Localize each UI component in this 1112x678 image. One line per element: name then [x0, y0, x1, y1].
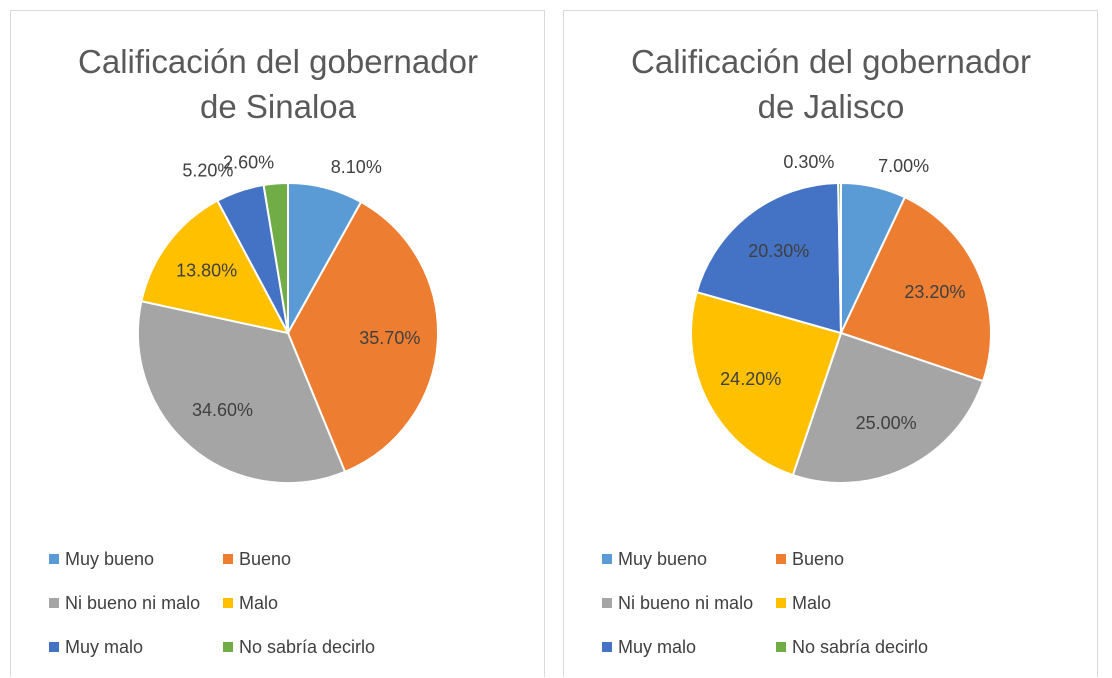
legend-label: No sabría decirlo: [792, 637, 928, 657]
chart-panel: Calificación del gobernador de Sinaloa 8…: [10, 10, 545, 677]
legend-swatch: [602, 598, 612, 608]
chart-title: Calificación del gobernador de Jalisco: [631, 43, 1031, 125]
legend-label: Bueno: [239, 549, 291, 569]
legend-swatch: [776, 554, 786, 564]
legend-swatch: [602, 642, 612, 652]
pie-slice: [837, 181, 842, 334]
legend-label: No sabría decirlo: [239, 637, 375, 657]
data-label: 13.80%: [176, 260, 237, 280]
data-label: 0.30%: [783, 152, 834, 172]
legend-label: Muy malo: [618, 637, 696, 657]
legend-swatch: [49, 642, 59, 652]
legend-swatch: [776, 598, 786, 608]
pie-slice: [262, 181, 289, 334]
legend-swatch: [223, 642, 233, 652]
data-label: 34.60%: [192, 400, 253, 420]
legend-label: Ni bueno ni malo: [65, 593, 200, 613]
chart: 7.00% 23.20% 25.00% 24.20% 20.30% 0.30% Muy bu…: [602, 152, 992, 657]
legend-swatch: [49, 554, 59, 564]
data-label: 24.20%: [720, 369, 781, 389]
legend-label: Malo: [792, 593, 831, 613]
chart-panel: Calificación del gobernador de Jalisco 7…: [563, 10, 1098, 677]
data-label: 2.60%: [223, 152, 274, 172]
data-label: 8.10%: [331, 157, 382, 177]
legend-swatch: [776, 642, 786, 652]
pie-slice: [695, 182, 843, 335]
legend-label: Malo: [239, 593, 278, 613]
pie-slice: [690, 290, 843, 477]
legend-swatch: [223, 554, 233, 564]
data-label: 7.00%: [878, 156, 929, 176]
data-label: 23.20%: [904, 282, 965, 302]
legend-label: Muy bueno: [618, 549, 707, 569]
data-label: 25.00%: [856, 413, 917, 433]
legend-swatch: [223, 598, 233, 608]
pie-slice: [839, 195, 992, 383]
data-label: 5.20%: [182, 161, 233, 181]
data-label: 35.70%: [359, 328, 420, 348]
legend-swatch: [602, 554, 612, 564]
chart: 8.10% 35.70% 34.60% 13.80% 5.20%2.60% Muy bue…: [49, 152, 439, 657]
legend-swatch: [49, 598, 59, 608]
legend-label: Muy malo: [65, 637, 143, 657]
pie-slice: [791, 331, 985, 484]
chart-title: Calificación del gobernador de Sinaloa: [78, 43, 478, 125]
legend-label: Ni bueno ni malo: [618, 593, 753, 613]
legend-label: Bueno: [792, 549, 844, 569]
pie-slice: [286, 200, 439, 474]
pie-slice: [140, 199, 290, 335]
pie-slice: [137, 300, 347, 484]
data-label: 20.30%: [748, 241, 809, 261]
legend-label: Muy bueno: [65, 549, 154, 569]
